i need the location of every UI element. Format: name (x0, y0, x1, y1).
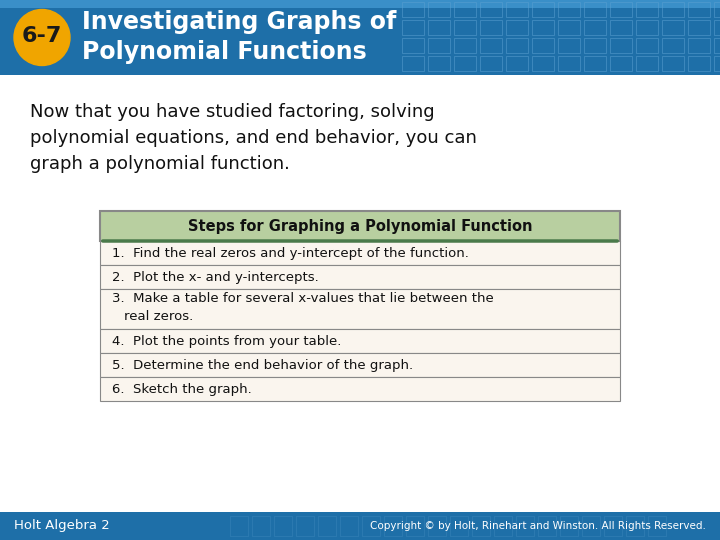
Bar (402, 2, 424, 17)
Bar (584, 56, 606, 71)
Bar (532, 56, 554, 71)
Bar (402, 20, 424, 35)
Bar (506, 38, 528, 53)
Bar (100, 211, 620, 241)
Bar (584, 20, 606, 35)
Bar (532, 2, 554, 17)
Bar (538, 516, 556, 536)
Bar (604, 516, 622, 536)
Bar (516, 516, 534, 536)
Bar (296, 516, 314, 536)
Bar (362, 516, 380, 536)
Bar (662, 2, 684, 17)
Bar (714, 2, 720, 17)
Bar (662, 38, 684, 53)
Text: polynomial equations, and end behavior, you can: polynomial equations, and end behavior, … (30, 129, 477, 147)
Bar (610, 38, 632, 53)
Bar (714, 20, 720, 35)
Bar (610, 2, 632, 17)
Bar (252, 516, 270, 536)
Bar (636, 20, 658, 35)
Bar (428, 38, 450, 53)
Bar (428, 56, 450, 71)
Text: 6.  Sketch the graph.: 6. Sketch the graph. (112, 382, 252, 395)
Bar (100, 241, 620, 265)
Bar (100, 265, 620, 289)
Bar (480, 56, 502, 71)
Bar (0, 512, 720, 540)
Bar (636, 2, 658, 17)
Bar (472, 516, 490, 536)
Bar (100, 353, 620, 377)
Bar (480, 38, 502, 53)
Bar (688, 56, 710, 71)
Bar (384, 516, 402, 536)
Text: 3.  Make a table for several x-values that lie between the: 3. Make a table for several x-values tha… (112, 293, 494, 306)
Bar (406, 516, 424, 536)
Bar (626, 516, 644, 536)
Text: Now that you have studied factoring, solving: Now that you have studied factoring, sol… (30, 103, 435, 121)
Bar (428, 20, 450, 35)
Bar (688, 2, 710, 17)
Text: Polynomial Functions: Polynomial Functions (82, 40, 366, 64)
Bar (454, 2, 476, 17)
Text: graph a polynomial function.: graph a polynomial function. (30, 155, 290, 173)
Bar (318, 516, 336, 536)
Bar (402, 56, 424, 71)
Bar (714, 38, 720, 53)
Circle shape (14, 10, 70, 65)
Text: Copyright © by Holt, Rinehart and Winston. All Rights Reserved.: Copyright © by Holt, Rinehart and Winsto… (370, 521, 706, 531)
Bar (494, 516, 512, 536)
Bar (454, 56, 476, 71)
Bar (100, 289, 620, 329)
Bar (582, 516, 600, 536)
Bar (610, 56, 632, 71)
Bar (558, 20, 580, 35)
Bar (688, 38, 710, 53)
Text: 6-7: 6-7 (22, 26, 62, 46)
Bar (560, 516, 578, 536)
Bar (662, 20, 684, 35)
Bar (506, 56, 528, 71)
Bar (428, 2, 450, 17)
Bar (714, 56, 720, 71)
Text: Holt Algebra 2: Holt Algebra 2 (14, 519, 109, 532)
Bar (662, 56, 684, 71)
Text: real zeros.: real zeros. (124, 310, 193, 323)
Bar (636, 38, 658, 53)
Bar (506, 2, 528, 17)
Bar (0, 0, 720, 75)
Bar (636, 56, 658, 71)
Bar (402, 38, 424, 53)
Bar (454, 20, 476, 35)
Bar (480, 2, 502, 17)
Text: 1.  Find the real zeros and y-intercept of the function.: 1. Find the real zeros and y-intercept o… (112, 246, 469, 260)
Bar (610, 20, 632, 35)
Bar (506, 20, 528, 35)
Bar (688, 20, 710, 35)
Bar (340, 516, 358, 536)
Bar (558, 56, 580, 71)
Bar (532, 20, 554, 35)
Bar (532, 38, 554, 53)
Bar (428, 516, 446, 536)
Bar (648, 516, 666, 536)
Bar (100, 329, 620, 353)
Text: 5.  Determine the end behavior of the graph.: 5. Determine the end behavior of the gra… (112, 359, 413, 372)
Text: 2.  Plot the x- and y-intercepts.: 2. Plot the x- and y-intercepts. (112, 271, 319, 284)
Bar (454, 38, 476, 53)
Text: Investigating Graphs of: Investigating Graphs of (82, 10, 397, 34)
Text: 4.  Plot the points from your table.: 4. Plot the points from your table. (112, 334, 341, 348)
Text: Steps for Graphing a Polynomial Function: Steps for Graphing a Polynomial Function (188, 219, 532, 233)
Bar (584, 2, 606, 17)
Bar (558, 38, 580, 53)
Bar (480, 20, 502, 35)
Bar (584, 38, 606, 53)
Bar (100, 377, 620, 401)
Bar (450, 516, 468, 536)
Bar (230, 516, 248, 536)
Bar (0, 0, 720, 8)
Bar (274, 516, 292, 536)
Bar (558, 2, 580, 17)
